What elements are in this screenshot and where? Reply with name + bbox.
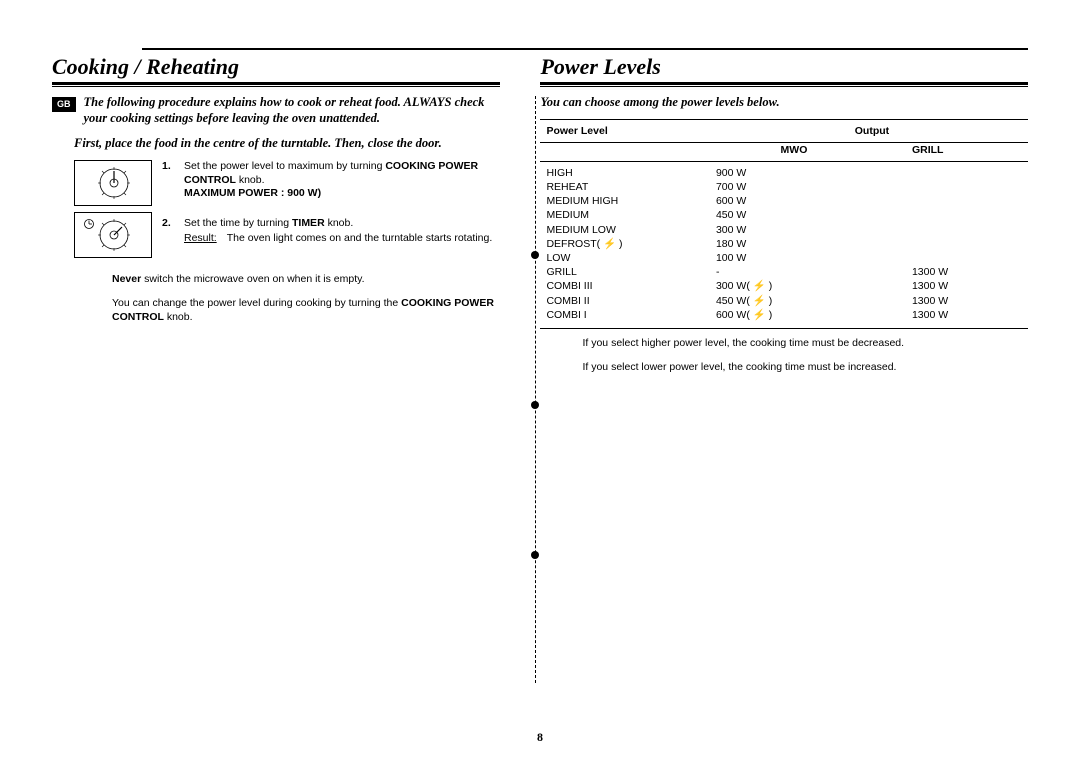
section-title-left: Cooking / Reheating xyxy=(52,54,500,80)
cell-level: GRILL xyxy=(540,265,716,279)
table-header-row: Power Level Output xyxy=(540,120,1028,142)
step-2-text-c: knob. xyxy=(325,217,354,229)
cell-level: DEFROST( ⚡ ) xyxy=(540,237,716,251)
cell-level: COMBI III xyxy=(540,279,716,293)
power-dial-illustration xyxy=(74,160,152,206)
table-body: HIGH900 W REHEAT700 W MEDIUM HIGH600 W M… xyxy=(540,162,1028,329)
cell-grill: 1300 W xyxy=(872,265,1028,279)
table-row: REHEAT700 W xyxy=(540,180,1028,194)
cell-grill: 1300 W xyxy=(872,279,1028,293)
note-never: Never switch the microwave oven on when … xyxy=(112,272,500,286)
step-1-body: Set the power level to maximum by turnin… xyxy=(184,160,500,201)
steps-text: 1. Set the power level to maximum by tur… xyxy=(162,160,500,264)
cell-mwo: 100 W xyxy=(716,251,872,265)
cell-grill xyxy=(872,180,1028,194)
cell-grill xyxy=(872,208,1028,222)
cell-grill xyxy=(872,194,1028,208)
column-divider xyxy=(535,96,536,683)
cell-grill xyxy=(872,237,1028,251)
cell-level: LOW xyxy=(540,251,716,265)
step-1-text-a: Set the power level to maximum by turnin… xyxy=(184,160,385,172)
table-subheader: MWO GRILL xyxy=(540,143,1028,161)
note-change-power: You can change the power level during co… xyxy=(112,296,500,324)
cell-mwo: 600 W( ⚡ ) xyxy=(716,308,872,322)
cell-mwo: 180 W xyxy=(716,237,872,251)
manual-page: Cooking / Reheating GB The following pro… xyxy=(0,0,1080,763)
page-number: 8 xyxy=(0,730,1080,745)
table-row: MEDIUM HIGH600 W xyxy=(540,194,1028,208)
cell-level: MEDIUM HIGH xyxy=(540,194,716,208)
cell-mwo: 450 W( ⚡ ) xyxy=(716,294,872,308)
note-lower-power: If you select lower power level, the coo… xyxy=(582,361,1028,375)
step-1-number: 1. xyxy=(162,160,174,201)
th-output: Output xyxy=(716,124,1028,138)
th-blank xyxy=(540,143,716,157)
power-level-table: Power Level Output MWO GRILL HIGH900 W R… xyxy=(540,119,1028,329)
step-1-max-power: MAXIMUM POWER : 900 W) xyxy=(184,187,321,199)
cell-level: HIGH xyxy=(540,166,716,180)
table-row: COMBI II450 W( ⚡ )1300 W xyxy=(540,294,1028,308)
note2-a: You can change the power level during co… xyxy=(112,297,401,309)
right-column: Power Levels You can choose among the po… xyxy=(520,36,1028,743)
cell-level: COMBI II xyxy=(540,294,716,308)
table-row: COMBI III300 W( ⚡ )1300 W xyxy=(540,279,1028,293)
cell-grill xyxy=(872,251,1028,265)
cell-mwo: 450 W xyxy=(716,208,872,222)
step-1: 1. Set the power level to maximum by tur… xyxy=(162,160,500,201)
language-badge: GB xyxy=(52,97,76,112)
step-2-text-a: Set the time by turning xyxy=(184,217,292,229)
th-mwo: MWO xyxy=(716,143,872,157)
heading-rule-right xyxy=(540,82,1028,87)
step-2-result-text: The oven light comes on and the turntabl… xyxy=(227,232,493,246)
cell-mwo: 900 W xyxy=(716,166,872,180)
step-2-body: Set the time by turning TIMER knob. Resu… xyxy=(184,217,500,246)
cell-level: MEDIUM LOW xyxy=(540,223,716,237)
cell-grill xyxy=(872,223,1028,237)
two-column-layout: Cooking / Reheating GB The following pro… xyxy=(52,36,1028,743)
step-2: 2. Set the time by turning TIMER knob. R… xyxy=(162,217,500,246)
cell-grill: 1300 W xyxy=(872,294,1028,308)
table-row: COMBI I600 W( ⚡ )1300 W xyxy=(540,308,1028,322)
dial-illustrations xyxy=(74,160,152,264)
intro-row: GB The following procedure explains how … xyxy=(52,95,500,126)
note-higher-power: If you select higher power level, the co… xyxy=(582,337,1028,351)
steps-area: 1. Set the power level to maximum by tur… xyxy=(74,160,500,264)
timer-dial-illustration xyxy=(74,212,152,258)
note-never-t: switch the microwave oven on when it is … xyxy=(141,273,364,285)
step-2-number: 2. xyxy=(162,217,174,246)
left-column: Cooking / Reheating GB The following pro… xyxy=(52,36,520,743)
cell-level: REHEAT xyxy=(540,180,716,194)
heading-rule-left xyxy=(52,82,500,87)
cell-grill xyxy=(872,166,1028,180)
cell-level: COMBI I xyxy=(540,308,716,322)
cell-grill: 1300 W xyxy=(872,308,1028,322)
table-row: HIGH900 W xyxy=(540,166,1028,180)
cell-mwo: - xyxy=(716,265,872,279)
table-row: LOW100 W xyxy=(540,251,1028,265)
intro-text-1: The following procedure explains how to … xyxy=(84,95,501,126)
table-row: MEDIUM450 W xyxy=(540,208,1028,222)
step-1-text-c: knob. xyxy=(236,174,265,186)
intro-text-2: First, place the food in the centre of t… xyxy=(74,136,500,152)
right-notes: If you select higher power level, the co… xyxy=(582,337,1028,374)
cell-mwo: 600 W xyxy=(716,194,872,208)
note2-c: knob. xyxy=(164,311,193,323)
step-2-bold: TIMER xyxy=(292,217,325,229)
cell-mwo: 700 W xyxy=(716,180,872,194)
note-never-b: Never xyxy=(112,273,141,285)
th-power-level: Power Level xyxy=(540,124,716,138)
th-grill: GRILL xyxy=(872,143,1028,157)
cell-mwo: 300 W( ⚡ ) xyxy=(716,279,872,293)
table-row: GRILL-1300 W xyxy=(540,265,1028,279)
table-row: DEFROST( ⚡ )180 W xyxy=(540,237,1028,251)
cell-level: MEDIUM xyxy=(540,208,716,222)
left-notes: Never switch the microwave oven on when … xyxy=(112,272,500,325)
step-2-result-label: Result: xyxy=(184,232,217,246)
table-row: MEDIUM LOW300 W xyxy=(540,223,1028,237)
section-title-right: Power Levels xyxy=(540,54,1028,80)
right-intro: You can choose among the power levels be… xyxy=(540,95,1028,111)
cell-mwo: 300 W xyxy=(716,223,872,237)
